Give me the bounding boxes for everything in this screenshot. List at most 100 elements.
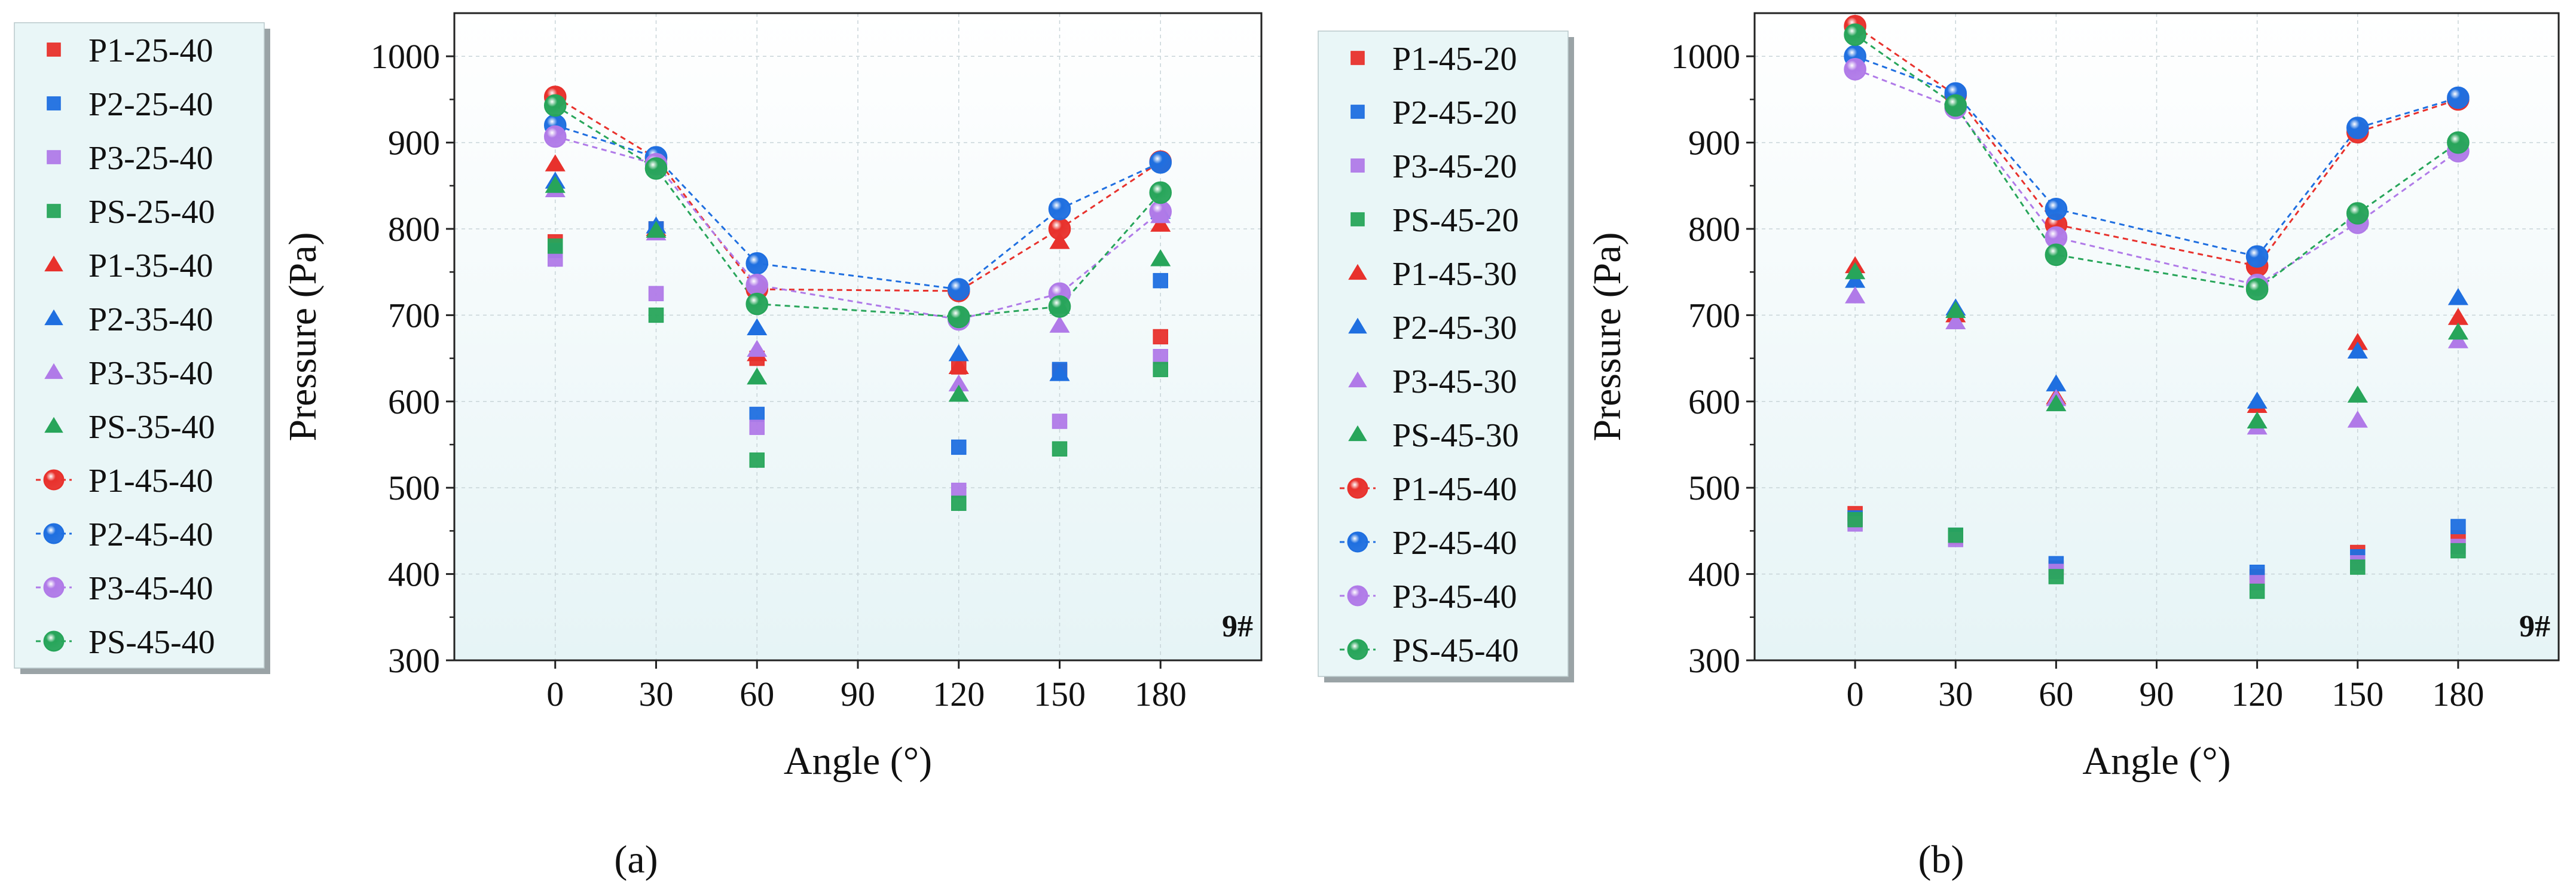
legend-item: P3-45-40 — [1340, 578, 1517, 616]
data-point — [1150, 215, 1171, 232]
data-point — [947, 305, 970, 329]
data-point — [1845, 262, 1866, 280]
data-point — [745, 252, 769, 275]
legend-label: P3-45-40 — [88, 570, 213, 607]
data-point — [2247, 411, 2268, 429]
data-point — [543, 125, 567, 148]
legend-marker — [43, 523, 65, 544]
legend-marker — [47, 204, 61, 218]
data-point — [747, 339, 768, 357]
data-point — [1149, 181, 1172, 204]
data-point — [749, 452, 765, 468]
legend-marker — [1350, 51, 1365, 65]
y-tick-label: 700 — [388, 296, 440, 335]
legend-label: P2-45-40 — [88, 516, 213, 553]
y-tick-label: 1000 — [371, 37, 440, 76]
series-line — [555, 124, 1161, 290]
annotation-label: 9# — [2519, 610, 2550, 644]
y-axis-label: Pressure (Pa) — [281, 232, 325, 441]
data-point — [745, 292, 769, 316]
y-axis-label: Pressure (Pa) — [1585, 232, 1629, 441]
panel-b: 300 400 500 600 700 800 900 1000 0 30 60 90 120 150 18… — [1318, 12, 2560, 783]
series-line — [554, 105, 1162, 318]
series-PS-45-30 — [1845, 262, 2468, 429]
series-P2-45-30 — [1845, 271, 2468, 409]
panel-a: 300 400 500 600 700 800 900 1000 0 30 60 90 120 150 18… — [14, 12, 1263, 783]
legend-label: P1-35-40 — [88, 247, 213, 284]
data-point — [1048, 197, 1071, 221]
y-tick-label: 800 — [1688, 210, 1740, 249]
x-tick-label: 60 — [2039, 675, 2073, 714]
data-point — [1153, 329, 1168, 345]
data-point — [2245, 278, 2269, 301]
data-point — [951, 482, 967, 498]
legend-marker — [1347, 585, 1368, 607]
series-PS-45-40 — [1844, 23, 2470, 301]
data-point — [948, 357, 969, 375]
data-point — [2447, 322, 2468, 340]
legend-item: P2-35-40 — [44, 301, 213, 338]
legend-marker — [1347, 531, 1368, 553]
data-point — [545, 154, 566, 172]
legend-box — [1318, 30, 1569, 677]
data-point — [2450, 543, 2466, 559]
y-tick-label: 400 — [1688, 555, 1740, 594]
legend-item: PS-45-20 — [1350, 202, 1519, 239]
legend-label: P2-25-40 — [88, 86, 213, 123]
series-PS-45-40 — [543, 94, 1172, 329]
legend-label: PS-45-30 — [1392, 417, 1519, 454]
legend-marker — [1347, 477, 1368, 499]
x-axis-label: Angle (°) — [784, 739, 932, 783]
data-point — [2447, 86, 2470, 109]
data-point — [2450, 519, 2466, 534]
data-point — [1944, 94, 1967, 117]
data-point — [1149, 200, 1172, 223]
data-point — [2347, 341, 2368, 359]
data-point — [1844, 23, 1866, 46]
legend-marker — [47, 42, 61, 57]
data-point — [749, 406, 765, 422]
data-point — [2045, 197, 2068, 221]
data-point — [2447, 331, 2468, 348]
series-line — [555, 136, 1162, 321]
data-point — [1847, 512, 1863, 528]
legend-item: P3-25-40 — [47, 140, 213, 177]
legend-label: P1-45-20 — [1392, 41, 1517, 78]
y-tick-label: 600 — [388, 382, 440, 421]
data-point — [2046, 394, 2067, 412]
data-point — [1049, 364, 1070, 381]
data-point — [749, 419, 765, 435]
x-axis-label: Angle (°) — [2082, 739, 2230, 783]
legend-marker — [47, 150, 61, 164]
legend-label: P1-45-40 — [1392, 471, 1517, 508]
x-tick-label: 90 — [841, 675, 875, 714]
legend-label: PS-35-40 — [88, 409, 215, 446]
y-tick-label: 900 — [388, 124, 440, 163]
x-tick-label: 150 — [2331, 675, 2384, 714]
data-point — [1844, 58, 1866, 81]
series-P3-25-40 — [548, 251, 1168, 498]
data-point — [648, 307, 664, 323]
legend-label: PS-25-40 — [88, 194, 215, 231]
panel-label-b: (b) — [1918, 838, 1964, 881]
x-tick-label: 180 — [1135, 675, 1187, 714]
series-PS-45-20 — [1847, 512, 2466, 599]
panel-label-a: (a) — [614, 838, 658, 881]
data-point — [1052, 414, 1068, 429]
legend-label: P2-45-30 — [1392, 310, 1517, 347]
legend-item: P1-45-20 — [1350, 41, 1517, 78]
data-point — [951, 439, 967, 455]
legend-item: PS-25-40 — [47, 194, 215, 231]
legend-marker — [1350, 105, 1365, 119]
legend-marker — [1350, 158, 1365, 173]
data-point — [648, 286, 664, 302]
legend-item: P3-45-40 — [36, 570, 213, 607]
y-tick-label: 400 — [388, 555, 440, 594]
legend-label: P3-45-30 — [1392, 363, 1517, 400]
legend-label: PS-45-20 — [1392, 202, 1519, 239]
data-point — [1149, 151, 1172, 174]
legend-item: P3-45-20 — [1350, 148, 1517, 185]
y-tick-label: 300 — [1688, 641, 1740, 680]
x-tick-label: 0 — [1847, 675, 1864, 714]
